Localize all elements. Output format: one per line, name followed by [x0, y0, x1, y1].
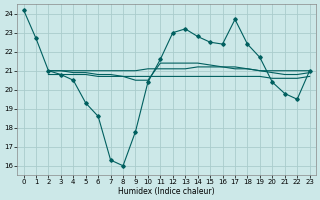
X-axis label: Humidex (Indice chaleur): Humidex (Indice chaleur)	[118, 187, 215, 196]
